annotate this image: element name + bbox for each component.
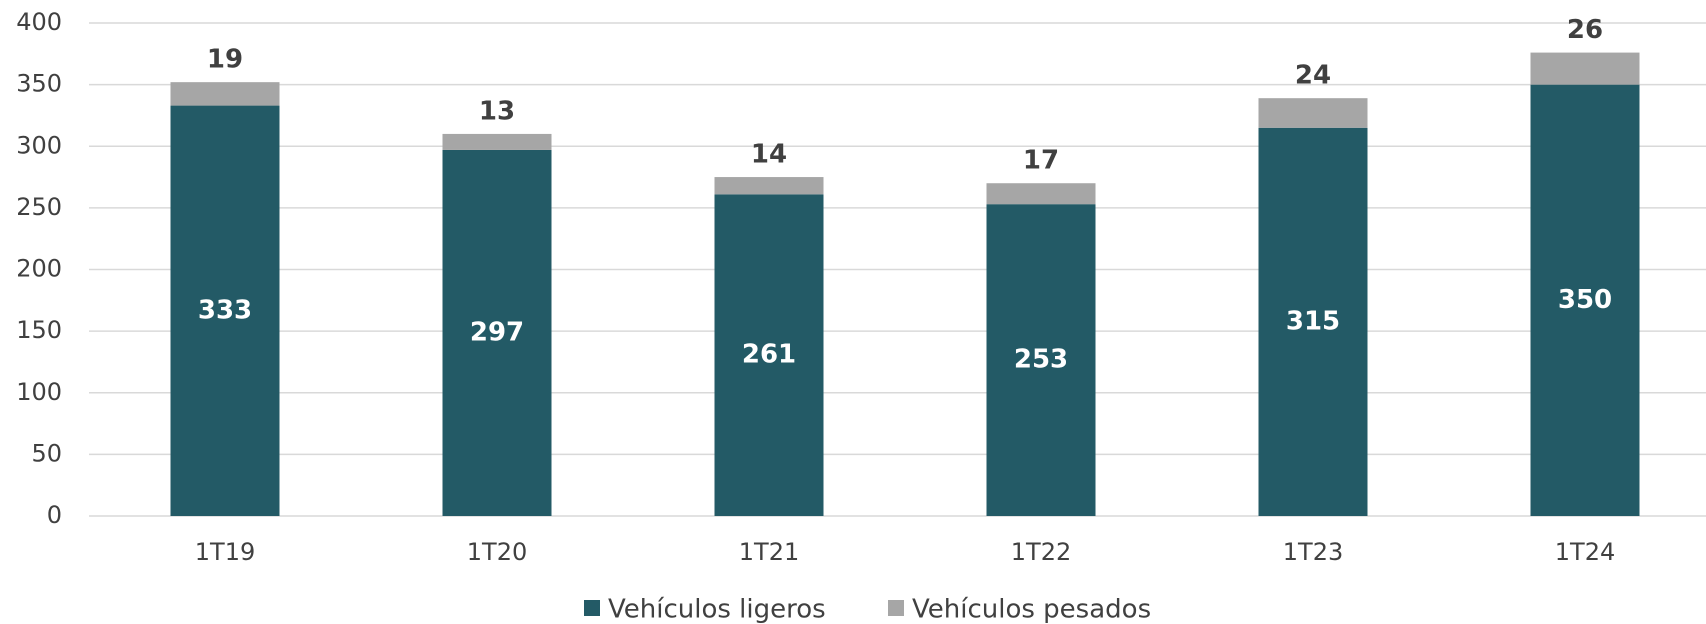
y-tick-label: 50 (31, 439, 62, 467)
data-label: 261 (742, 340, 796, 370)
legend-label: Vehículos pesados (912, 595, 1151, 624)
y-tick-label: 200 (16, 255, 62, 283)
y-tick-label: 100 (16, 378, 62, 406)
data-label: 315 (1286, 306, 1340, 336)
bar-segment (170, 105, 280, 516)
y-tick-label: 300 (16, 131, 62, 159)
bar-segment (1258, 98, 1368, 128)
data-label: 17 (1023, 146, 1059, 176)
y-tick-label: 400 (16, 8, 62, 36)
bar-segment (442, 133, 552, 150)
bar-segment (714, 194, 824, 516)
x-tick-label: 1T20 (467, 538, 527, 566)
data-label: 19 (207, 45, 243, 75)
x-tick-label: 1T21 (739, 538, 799, 566)
bar-segment (170, 82, 280, 106)
data-label: 24 (1295, 61, 1331, 91)
x-tick-label: 1T19 (195, 538, 255, 566)
bar-segment (1530, 52, 1640, 85)
bar-segment (442, 149, 552, 516)
bar-segment (1258, 127, 1368, 516)
y-tick-label: 0 (47, 501, 62, 529)
bar-segment (986, 183, 1096, 205)
x-tick-label: 1T23 (1283, 538, 1343, 566)
data-label: 350 (1558, 285, 1612, 315)
data-label: 297 (470, 317, 524, 347)
x-tick-label: 1T24 (1555, 538, 1615, 566)
bar-segment (1530, 84, 1640, 516)
bar-segment (714, 177, 824, 195)
y-tick-label: 250 (16, 193, 62, 221)
data-label: 253 (1014, 345, 1068, 375)
legend-swatch (584, 600, 600, 616)
x-tick-label: 1T22 (1011, 538, 1071, 566)
y-tick-label: 150 (16, 316, 62, 344)
legend-label: Vehículos ligeros (608, 595, 826, 624)
data-label: 333 (198, 295, 252, 325)
legend-swatch (888, 600, 904, 616)
data-label: 14 (751, 140, 787, 170)
bar-segment (986, 204, 1096, 517)
data-label: 13 (479, 96, 515, 126)
data-label: 26 (1567, 15, 1603, 45)
y-tick-label: 350 (16, 70, 62, 98)
